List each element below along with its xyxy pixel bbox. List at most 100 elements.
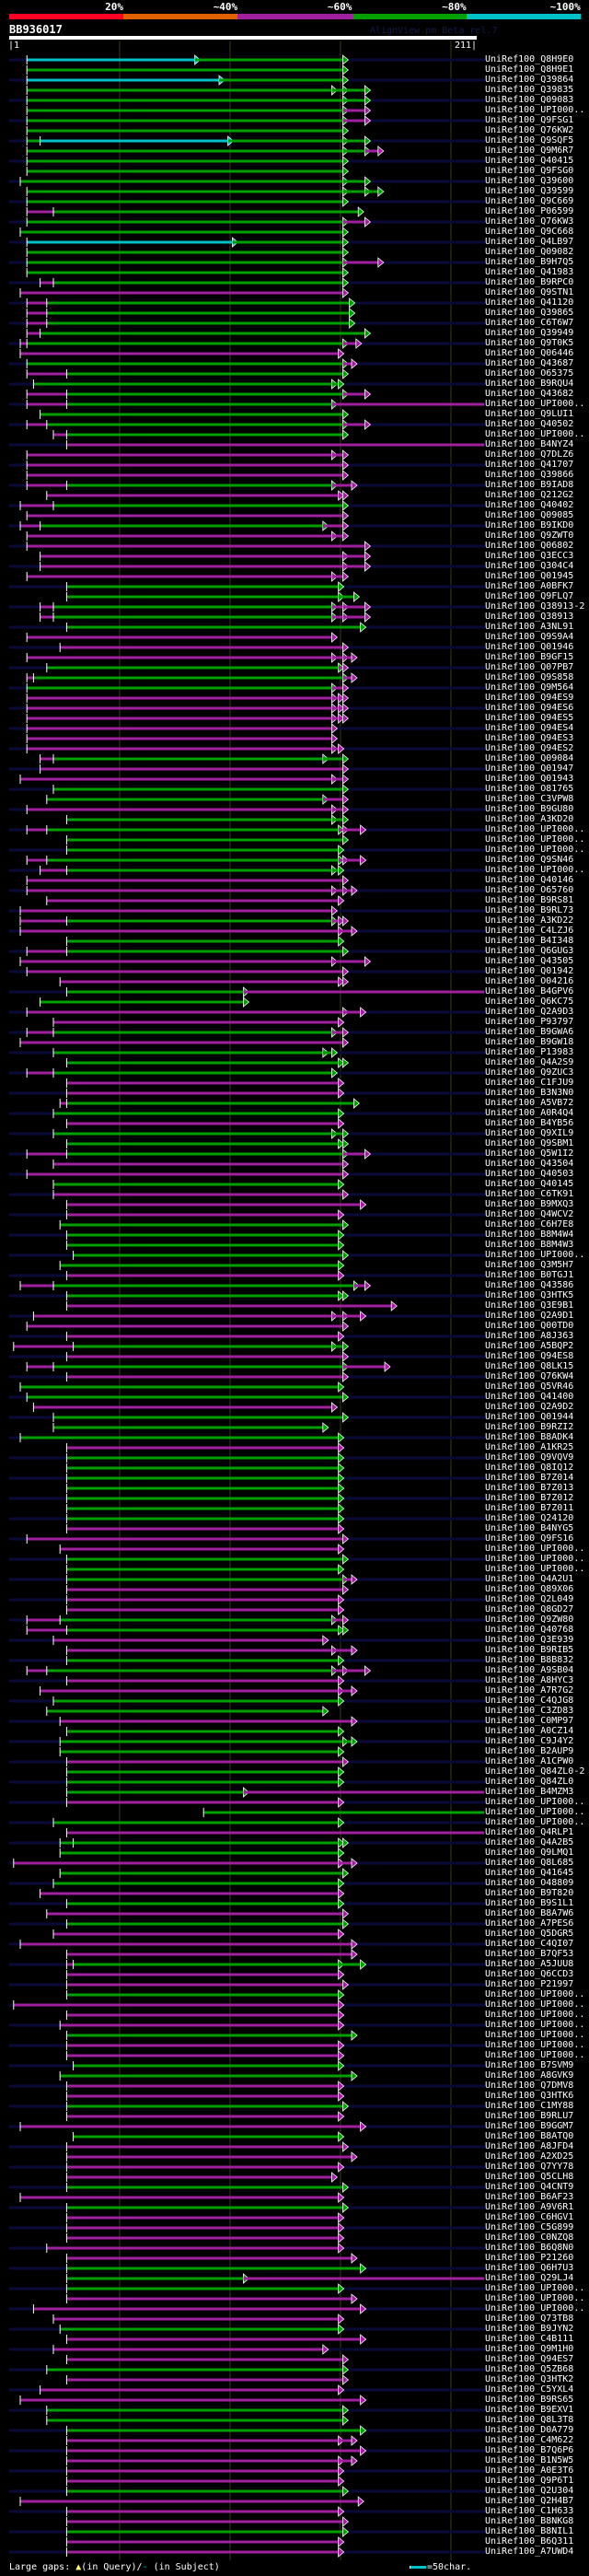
hit-label[interactable]: UniRef100_A3KD20 [485, 814, 574, 824]
hit-label[interactable]: UniRef100_P21997 [485, 1979, 574, 1989]
hit-label[interactable]: UniRef100_Q212G2 [485, 490, 574, 500]
hit-label[interactable]: UniRef100_Q06802 [485, 541, 574, 551]
hit-label[interactable]: UniRef100_Q94ES5 [485, 713, 574, 723]
hit-label[interactable]: UniRef100_B9S1L1 [485, 1898, 574, 1908]
hit-label[interactable]: UniRef100_B3N3N0 [485, 1088, 574, 1098]
hit-label[interactable]: UniRef100_Q39949 [485, 328, 574, 338]
hit-label[interactable]: UniRef100_B7QF53 [485, 1949, 574, 1959]
hit-label[interactable]: UniRef100_Q09082 [485, 247, 574, 257]
hit-label[interactable]: UniRef100_UPI000.. [485, 1989, 585, 1999]
hit-label[interactable]: UniRef100_Q39866 [485, 470, 574, 480]
hit-label[interactable]: UniRef100_Q43687 [485, 358, 574, 368]
hit-label[interactable]: UniRef100_UPI000.. [485, 1817, 585, 1827]
hit-label[interactable]: UniRef100_Q09085 [485, 510, 574, 520]
hit-label[interactable]: UniRef100_Q39599 [485, 186, 574, 196]
hit-label[interactable]: UniRef100_P13983 [485, 1047, 574, 1057]
hit-label[interactable]: UniRef100_C1H633 [485, 2506, 574, 2516]
hit-label[interactable]: UniRef100_A7R7G2 [485, 1685, 574, 1696]
hit-label[interactable]: UniRef100_Q6KC75 [485, 997, 574, 1007]
hit-label[interactable]: UniRef100_B9GF15 [485, 652, 574, 662]
hit-label[interactable]: UniRef100_A0R4Q4 [485, 1108, 574, 1118]
hit-label[interactable]: UniRef100_Q24120 [485, 1513, 574, 1523]
hit-label[interactable]: UniRef100_B4GPV6 [485, 986, 574, 997]
hit-label[interactable]: UniRef100_A0CZ14 [485, 1726, 574, 1736]
hit-label[interactable]: UniRef100_UPI000.. [485, 834, 585, 845]
hit-label[interactable]: UniRef100_Q3HTK5 [485, 1290, 574, 1300]
hit-label[interactable]: UniRef100_Q09083 [485, 95, 574, 105]
hit-label[interactable]: UniRef100_UPI000.. [485, 105, 585, 115]
hit-label[interactable]: UniRef100_B9RPC0 [485, 277, 574, 287]
hit-label[interactable]: UniRef100_Q2A9D3 [485, 1007, 574, 1017]
hit-label[interactable]: UniRef100_Q94ES4 [485, 723, 574, 733]
hit-label[interactable]: UniRef100_Q76KW2 [485, 125, 574, 135]
hit-label[interactable]: UniRef100_B7Z012 [485, 1493, 574, 1503]
hit-label[interactable]: UniRef100_C3VPW8 [485, 794, 574, 804]
hit-label[interactable]: UniRef100_B9GWA6 [485, 1027, 574, 1037]
hit-label[interactable]: UniRef100_UPI000.. [485, 2040, 585, 2050]
hit-label[interactable]: UniRef100_B9RIB5 [485, 1645, 574, 1655]
hit-label[interactable]: UniRef100_B9RZI2 [485, 1422, 574, 1432]
hit-label[interactable]: UniRef100_A8J363 [485, 1331, 574, 1341]
hit-label[interactable]: UniRef100_Q00TD0 [485, 1321, 574, 1331]
hit-label[interactable]: UniRef100_Q43504 [485, 1159, 574, 1169]
hit-label[interactable]: UniRef100_B9RS65 [485, 2395, 574, 2405]
hit-label[interactable]: UniRef100_Q3M5H7 [485, 1260, 574, 1270]
hit-label[interactable]: UniRef100_Q41645 [485, 1868, 574, 1878]
hit-label[interactable]: UniRef100_Q38913 [485, 612, 574, 622]
hit-label[interactable]: UniRef100_Q4RLP1 [485, 1827, 574, 1837]
hit-label[interactable]: UniRef100_Q3E9B1 [485, 1300, 574, 1311]
hit-label[interactable]: UniRef100_Q5DGR5 [485, 1929, 574, 1939]
hit-label[interactable]: UniRef100_Q01942 [485, 966, 574, 976]
hit-label[interactable]: UniRef100_Q9ZUC3 [485, 1067, 574, 1078]
hit-label[interactable]: UniRef100_B7Z011 [485, 1503, 574, 1513]
hit-label[interactable]: UniRef100_Q3ECC3 [485, 551, 574, 561]
hit-label[interactable]: UniRef100_Q40502 [485, 419, 574, 429]
hit-label[interactable]: UniRef100_O81765 [485, 784, 574, 794]
hit-label[interactable]: UniRef100_B9GU80 [485, 804, 574, 814]
hit-label[interactable]: UniRef100_B8NKG8 [485, 2516, 574, 2526]
hit-label[interactable]: UniRef100_Q84ZL0-2 [485, 1766, 585, 1777]
hit-label[interactable]: UniRef100_B2AUP9 [485, 1746, 574, 1756]
hit-label[interactable]: UniRef100_P06599 [485, 206, 574, 216]
hit-label[interactable]: UniRef100_Q41120 [485, 297, 574, 308]
hit-label[interactable]: UniRef100_UPI000.. [485, 865, 585, 875]
hit-label[interactable]: UniRef100_Q94ES3 [485, 733, 574, 743]
hit-label[interactable]: UniRef100_A2XD25 [485, 2151, 574, 2162]
hit-label[interactable]: UniRef100_Q01943 [485, 774, 574, 784]
hit-label[interactable]: UniRef100_Q4WCV2 [485, 1209, 574, 1219]
hit-label[interactable]: UniRef100_B8M4W4 [485, 1230, 574, 1240]
hit-label[interactable]: UniRef100_Q9SN46 [485, 855, 574, 865]
hit-label[interactable]: UniRef100_UPI000.. [485, 429, 585, 439]
hit-label[interactable]: UniRef100_Q9STN1 [485, 287, 574, 297]
hit-label[interactable]: UniRef100_UPI000.. [485, 1554, 585, 1564]
hit-label[interactable]: UniRef100_B8ADK4 [485, 1432, 574, 1442]
hit-label[interactable]: UniRef100_Q01946 [485, 642, 574, 652]
hit-label[interactable]: UniRef100_Q9FSG0 [485, 166, 574, 176]
hit-label[interactable]: UniRef100_B9RL73 [485, 905, 574, 915]
hit-label[interactable]: UniRef100_C0MP97 [485, 1716, 574, 1726]
hit-label[interactable]: UniRef100_B9RS81 [485, 895, 574, 905]
hit-label[interactable]: UniRef100_Q9ZW80 [485, 1614, 574, 1625]
hit-label[interactable]: UniRef100_C6T6W7 [485, 318, 574, 328]
hit-label[interactable]: UniRef100_B1N5W5 [485, 2455, 574, 2465]
hit-label[interactable]: UniRef100_A8GVK9 [485, 2070, 574, 2081]
hit-label[interactable]: UniRef100_Q94ES9 [485, 693, 574, 703]
hit-label[interactable]: UniRef100_Q9LUI1 [485, 409, 574, 419]
hit-label[interactable]: UniRef100_Q09084 [485, 753, 574, 763]
hit-label[interactable]: UniRef100_Q9FSG1 [485, 115, 574, 125]
hit-label[interactable]: UniRef100_Q01947 [485, 763, 574, 774]
hit-label[interactable]: UniRef100_Q40768 [485, 1625, 574, 1635]
hit-label[interactable]: UniRef100_Q43586 [485, 1280, 574, 1290]
hit-label[interactable]: UniRef100_Q2L049 [485, 1594, 574, 1604]
hit-label[interactable]: UniRef100_B6AF23 [485, 2192, 574, 2202]
hit-label[interactable]: UniRef100_A5VB72 [485, 1098, 574, 1108]
hit-label[interactable]: UniRef100_Q7YY78 [485, 2162, 574, 2172]
hit-label[interactable]: UniRef100_B7SVM9 [485, 2060, 574, 2070]
hit-label[interactable]: UniRef100_B6Q311 [485, 2536, 574, 2547]
hit-label[interactable]: UniRef100_Q76KW3 [485, 216, 574, 227]
hit-label[interactable]: UniRef100_Q2U304 [485, 2486, 574, 2496]
hit-label[interactable]: UniRef100_UPI000.. [485, 399, 585, 409]
hit-label[interactable]: UniRef100_A0E3T6 [485, 2465, 574, 2476]
hit-label[interactable]: UniRef100_A9V6R1 [485, 2202, 574, 2212]
hit-label[interactable]: UniRef100_Q40145 [485, 1179, 574, 1189]
